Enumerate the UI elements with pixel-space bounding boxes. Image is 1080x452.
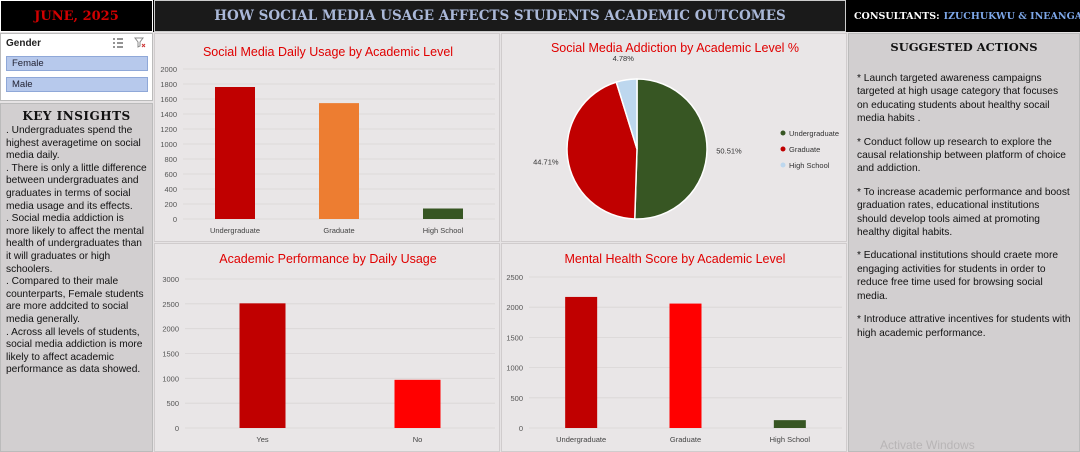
key-insights-title: KEY INSIGHTS <box>22 109 131 123</box>
legend-label: Graduate <box>789 145 820 154</box>
x-tick-label: Graduate <box>670 435 701 444</box>
y-tick-label: 1500 <box>162 350 179 359</box>
y-tick-label: 1000 <box>506 364 523 373</box>
suggested-actions-panel: SUGGESTED ACTIONS * Launch targeted awar… <box>848 33 1080 452</box>
y-tick-label: 2000 <box>160 65 177 74</box>
x-tick-label: High School <box>423 226 464 235</box>
y-tick-label: 2000 <box>162 325 179 334</box>
pie-slice <box>633 78 708 220</box>
insight-item: . Compared to their male counterparts, F… <box>6 276 144 325</box>
x-tick-label: Graduate <box>323 226 354 235</box>
y-tick-label: 0 <box>175 424 179 433</box>
chart-academic-performance-panel: Academic Performance by Daily Usage 0 500 1… <box>154 243 500 452</box>
legend-marker <box>780 130 786 136</box>
y-tick-label: 1600 <box>160 95 177 104</box>
y-tick-label: 2500 <box>506 273 523 282</box>
report-date: JUNE, 2025 <box>0 0 153 32</box>
y-tick-label: 1000 <box>162 374 179 383</box>
suggested-actions-list: * Launch targeted awareness campaigns ta… <box>857 72 1071 340</box>
suggested-actions-title: SUGGESTED ACTIONS <box>890 40 1038 54</box>
watermark: Activate Windows <box>880 438 975 452</box>
chart-title: Social Media Addiction by Academic Level… <box>551 41 799 55</box>
chart-addiction-panel: Social Media Addiction by Academic Level… <box>501 33 847 242</box>
multi-select-icon[interactable] <box>112 37 124 49</box>
chart-title: Social Media Daily Usage by Academic Lev… <box>203 45 453 59</box>
bar <box>239 303 286 428</box>
chart-daily-usage-panel: Social Media Daily Usage by Academic Lev… <box>154 33 500 242</box>
action-item: * Conduct follow up research to explore … <box>857 136 1066 175</box>
y-tick-label: 800 <box>164 155 177 164</box>
legend-marker <box>780 146 786 152</box>
bar <box>394 379 441 428</box>
y-tick-label: 2000 <box>506 303 523 312</box>
y-tick-label: 400 <box>164 185 177 194</box>
x-tick-label: Undergraduate <box>210 226 260 235</box>
dashboard-title: HOW SOCIAL MEDIA USAGE AFFECTS STUDENTS … <box>154 0 846 32</box>
y-tick-label: 1000 <box>160 140 177 149</box>
chart-title: Mental Health Score by Academic Level <box>565 252 786 266</box>
insight-item: . There is only a little difference betw… <box>6 162 147 212</box>
key-insights-panel: KEY INSIGHTS . Undergraduates spend the … <box>0 103 153 452</box>
chart-mental-health: Mental Health Score by Academic Level 0 50… <box>506 252 842 444</box>
pie-slice <box>566 81 638 220</box>
legend-label: High School <box>789 161 830 170</box>
y-tick-label: 0 <box>173 215 177 224</box>
bar <box>215 87 255 219</box>
clear-filter-icon[interactable] <box>134 37 146 49</box>
legend-label: Undergraduate <box>789 129 839 138</box>
bar <box>423 208 463 219</box>
consultants-names: IZUCHUKWU & INEANGAGHA <box>943 10 1080 22</box>
y-tick-label: 1800 <box>160 80 177 89</box>
consultants: CONSULTANTS: IZUCHUKWU & INEANGAGHA <box>848 0 1080 32</box>
x-tick-label: High School <box>770 435 811 444</box>
action-item: * Educational institutions should craete… <box>857 250 1059 302</box>
y-tick-label: 500 <box>510 394 523 403</box>
y-tick-label: 0 <box>519 424 523 433</box>
y-tick-label: 1500 <box>506 333 523 342</box>
y-tick-label: 1400 <box>160 110 177 119</box>
action-item: * To increase academic performance and b… <box>857 186 1070 239</box>
slicer-option-male[interactable]: Male <box>6 77 148 92</box>
bar <box>773 420 806 428</box>
insight-item: . Undergraduates spend the highest avera… <box>6 125 141 162</box>
action-item: * Introduce attrative incentives for stu… <box>857 314 1071 339</box>
x-tick-label: Yes <box>256 435 268 444</box>
x-tick-label: Undergraduate <box>556 435 606 444</box>
chart-academic-performance: Academic Performance by Daily Usage 0 500 1… <box>162 252 495 444</box>
bar <box>319 103 359 219</box>
consultants-label: CONSULTANTS: <box>854 10 940 22</box>
y-tick-label: 1200 <box>160 125 177 134</box>
gender-slicer: Gender Female Male <box>0 33 153 101</box>
action-item: * Launch targeted awareness campaigns ta… <box>857 73 1059 125</box>
key-insights-list: . Undergraduates spend the highest avera… <box>6 125 147 377</box>
y-tick-label: 500 <box>166 399 179 408</box>
slicer-toolbar <box>112 37 146 49</box>
slicer-title: Gender <box>6 38 42 49</box>
chart-addiction-pie: Social Media Addiction by Academic Level… <box>533 41 839 220</box>
y-tick-label: 3000 <box>162 275 179 284</box>
insight-item: . Social media addiction is more likely … <box>6 213 144 275</box>
y-tick-label: 600 <box>164 170 177 179</box>
data-label: 4.78% <box>613 54 635 63</box>
y-tick-label: 2500 <box>162 300 179 309</box>
chart-daily-usage: Social Media Daily Usage by Academic Lev… <box>160 45 495 235</box>
data-label: 44.71% <box>533 157 559 166</box>
x-tick-label: No <box>413 435 423 444</box>
bar <box>669 303 702 428</box>
insight-item: . Across all levels of students, social … <box>6 326 143 376</box>
slicer-option-female[interactable]: Female <box>6 56 148 71</box>
bar <box>565 296 598 428</box>
y-tick-label: 200 <box>164 200 177 209</box>
pie-slice <box>615 78 638 150</box>
data-label: 50.51% <box>716 146 742 155</box>
legend-marker <box>780 162 786 168</box>
chart-title: Academic Performance by Daily Usage <box>219 252 436 266</box>
chart-mental-health-panel: Mental Health Score by Academic Level 0 50… <box>501 243 847 452</box>
